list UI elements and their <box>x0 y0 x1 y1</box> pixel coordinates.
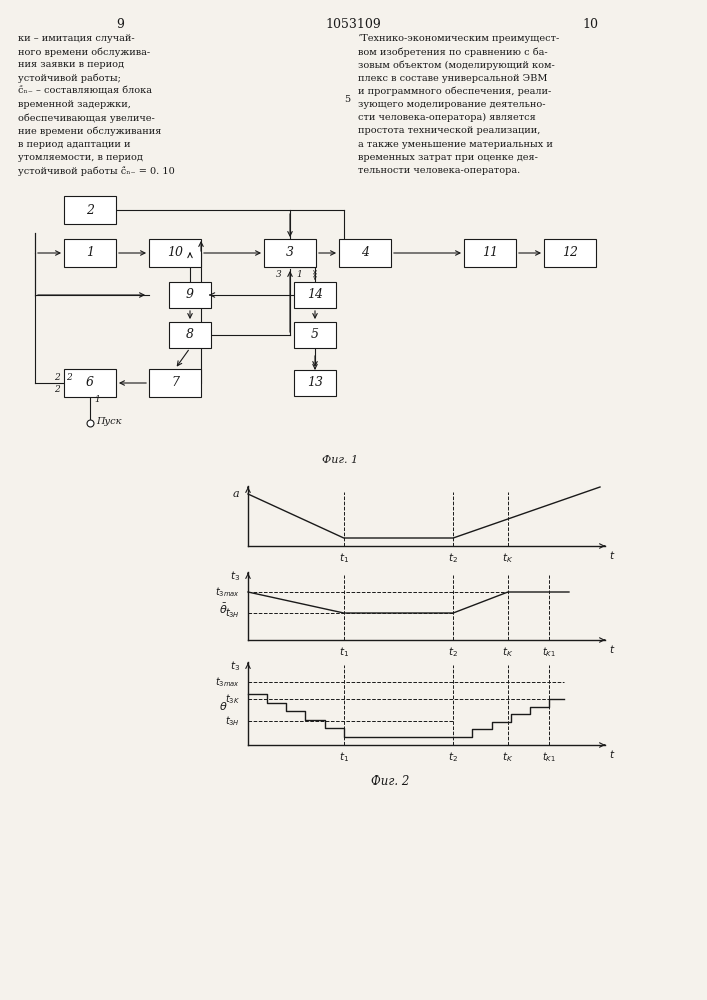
Text: 11: 11 <box>482 246 498 259</box>
Bar <box>64 369 116 397</box>
Text: $t_{3H}$: $t_{3H}$ <box>226 606 240 620</box>
Text: 1: 1 <box>86 246 94 259</box>
Text: обеспечивающая увеличе-: обеспечивающая увеличе- <box>18 113 155 123</box>
Text: 3: 3 <box>276 270 282 279</box>
Text: $t_2$: $t_2$ <box>448 551 458 565</box>
Text: 1: 1 <box>94 395 100 404</box>
Text: Фиг. 2: Фиг. 2 <box>370 775 409 788</box>
Text: вом изобретения по сравнению с ба-: вом изобретения по сравнению с ба- <box>358 47 548 57</box>
Text: утомляемости, в период: утомляемости, в период <box>18 153 143 162</box>
Text: 3: 3 <box>286 246 294 259</box>
Text: ки – имитация случай-: ки – имитация случай- <box>18 34 134 43</box>
Text: ния заявки в период: ния заявки в период <box>18 60 124 69</box>
Text: $t_{3H}$: $t_{3H}$ <box>226 714 240 728</box>
Text: 7: 7 <box>171 376 179 389</box>
Text: ние времени обслуживания: ние времени обслуживания <box>18 126 161 136</box>
Bar <box>64 239 116 267</box>
Bar <box>169 282 211 308</box>
Text: в период адаптации и: в период адаптации и <box>18 140 131 149</box>
Text: а также уменьшение материальных и: а также уменьшение материальных и <box>358 140 553 149</box>
Text: $t_K$: $t_K$ <box>502 645 513 659</box>
Text: 4: 4 <box>361 246 369 259</box>
Text: 10: 10 <box>167 246 183 259</box>
Text: 1: 1 <box>296 270 302 279</box>
Text: 2: 2 <box>86 204 94 217</box>
Bar <box>294 370 336 396</box>
Text: 12: 12 <box>562 246 578 259</box>
Text: тельности человека-оператора.: тельности человека-оператора. <box>358 166 520 175</box>
Text: временных затрат при оценке дея-: временных затрат при оценке дея- <box>358 153 538 162</box>
Bar <box>464 239 516 267</box>
Text: временной задержки,: временной задержки, <box>18 100 131 109</box>
Text: ного времени обслужива-: ного времени обслужива- <box>18 47 150 57</box>
Text: $t$: $t$ <box>609 748 615 760</box>
Text: 9: 9 <box>186 288 194 302</box>
Text: 6: 6 <box>86 376 94 389</box>
Text: $t_1$: $t_1$ <box>339 645 349 659</box>
Bar <box>294 282 336 308</box>
Text: 5: 5 <box>344 95 350 104</box>
Bar <box>169 322 211 348</box>
Text: $t$: $t$ <box>609 643 615 655</box>
Text: $t_3$: $t_3$ <box>230 569 240 583</box>
Text: 5: 5 <box>311 328 319 342</box>
Text: $t_{3K}$: $t_{3K}$ <box>225 692 240 706</box>
Text: $t_K$: $t_K$ <box>502 750 513 764</box>
Text: $t_{K1}$: $t_{K1}$ <box>542 645 556 659</box>
Text: устойчивой работы;: устойчивой работы; <box>18 74 121 83</box>
Text: $t$: $t$ <box>609 549 615 561</box>
Text: 2: 2 <box>66 372 71 381</box>
Text: Фиг. 1: Фиг. 1 <box>322 455 358 465</box>
Text: ĉ́ₙ₋ – составляющая блока: ĉ́ₙ₋ – составляющая блока <box>18 87 152 96</box>
Text: простота технической реализации,: простота технической реализации, <box>358 126 540 135</box>
Text: и программного обеспечения, реали-: и программного обеспечения, реали- <box>358 87 551 96</box>
Text: $t_{3max}$: $t_{3max}$ <box>215 675 240 689</box>
Text: зовым объектом (моделирующий ком-: зовым объектом (моделирующий ком- <box>358 60 555 70</box>
Bar <box>339 239 391 267</box>
Text: зующего моделирование деятельно-: зующего моделирование деятельно- <box>358 100 546 109</box>
Text: $t_1$: $t_1$ <box>339 551 349 565</box>
Text: $t_3$: $t_3$ <box>230 659 240 673</box>
Bar <box>149 369 201 397</box>
Bar <box>149 239 201 267</box>
Text: устойчивой работы ĉ́ₙ₋ = 0. 10: устойчивой работы ĉ́ₙ₋ = 0. 10 <box>18 166 175 176</box>
Text: ʼТехнико-экономическим преимущест-: ʼТехнико-экономическим преимущест- <box>358 34 559 43</box>
Text: 10: 10 <box>582 18 598 31</box>
Bar <box>294 322 336 348</box>
Text: $t_1$: $t_1$ <box>339 750 349 764</box>
Text: 2: 2 <box>54 372 60 381</box>
Text: $t_2$: $t_2$ <box>448 750 458 764</box>
Text: $t_{3max}$: $t_{3max}$ <box>215 585 240 599</box>
Bar <box>544 239 596 267</box>
Text: a: a <box>233 489 239 499</box>
Text: 13: 13 <box>307 376 323 389</box>
Text: сти человека-оператора) является: сти человека-оператора) является <box>358 113 536 122</box>
Text: $t_{K1}$: $t_{K1}$ <box>542 750 556 764</box>
Text: 9: 9 <box>116 18 124 31</box>
Text: 14: 14 <box>307 288 323 302</box>
Text: $t_2$: $t_2$ <box>448 645 458 659</box>
Text: $\bar{\theta}$: $\bar{\theta}$ <box>218 602 227 616</box>
Text: Пуск: Пуск <box>96 417 122 426</box>
Text: $\theta$: $\theta$ <box>218 700 227 712</box>
Bar <box>264 239 316 267</box>
Text: $t_K$: $t_K$ <box>502 551 513 565</box>
Text: плекс в составе универсальной ЭВМ: плекс в составе универсальной ЭВМ <box>358 74 547 83</box>
Bar <box>64 196 116 224</box>
Text: 2: 2 <box>54 384 60 393</box>
Text: 1053109: 1053109 <box>325 18 381 31</box>
Text: 8: 8 <box>186 328 194 342</box>
